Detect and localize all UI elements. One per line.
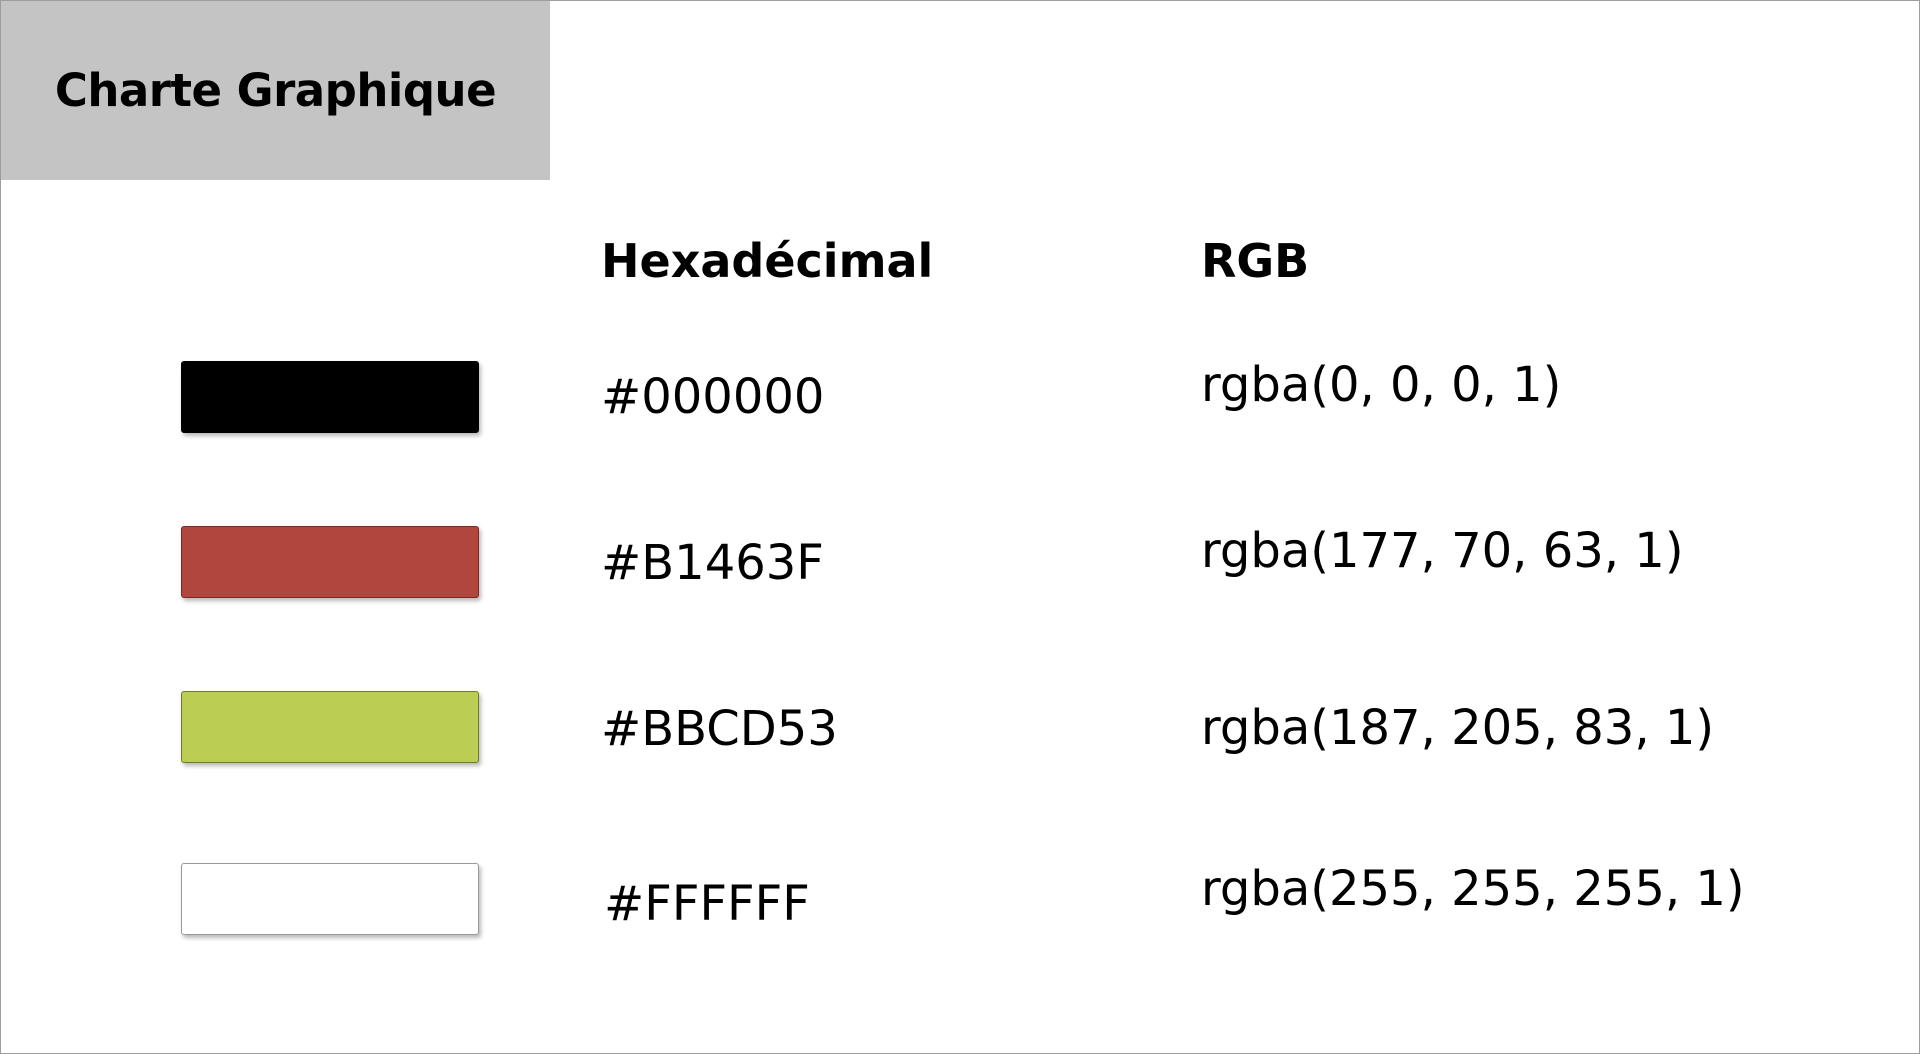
- color-swatch: [181, 691, 479, 763]
- color-row: #FFFFFF rgba(255, 255, 255, 1): [1, 861, 1919, 939]
- rgb-value: rgba(0, 0, 0, 1): [1201, 357, 1562, 413]
- rgb-column-header: RGB: [1201, 234, 1310, 288]
- hex-value: #FFFFFF: [604, 876, 810, 932]
- rgb-value: rgba(255, 255, 255, 1): [1201, 861, 1745, 917]
- hex-value: #BBCD53: [601, 701, 838, 757]
- color-swatch: [181, 526, 479, 598]
- color-row: #000000 rgba(0, 0, 0, 1): [1, 357, 1919, 437]
- color-swatch: [181, 863, 479, 935]
- rgb-value: rgba(187, 205, 83, 1): [1201, 700, 1715, 756]
- color-row: #BBCD53 rgba(187, 205, 83, 1): [1, 691, 1919, 767]
- hex-column-header: Hexadécimal: [601, 234, 934, 288]
- rgb-value: rgba(177, 70, 63, 1): [1201, 523, 1684, 579]
- color-swatch: [181, 361, 479, 433]
- hex-value: #B1463F: [601, 535, 824, 591]
- title-box: Charte Graphique: [1, 1, 550, 180]
- color-row: #B1463F rgba(177, 70, 63, 1): [1, 523, 1919, 602]
- page-title: Charte Graphique: [54, 64, 497, 117]
- hex-value: #000000: [601, 369, 825, 425]
